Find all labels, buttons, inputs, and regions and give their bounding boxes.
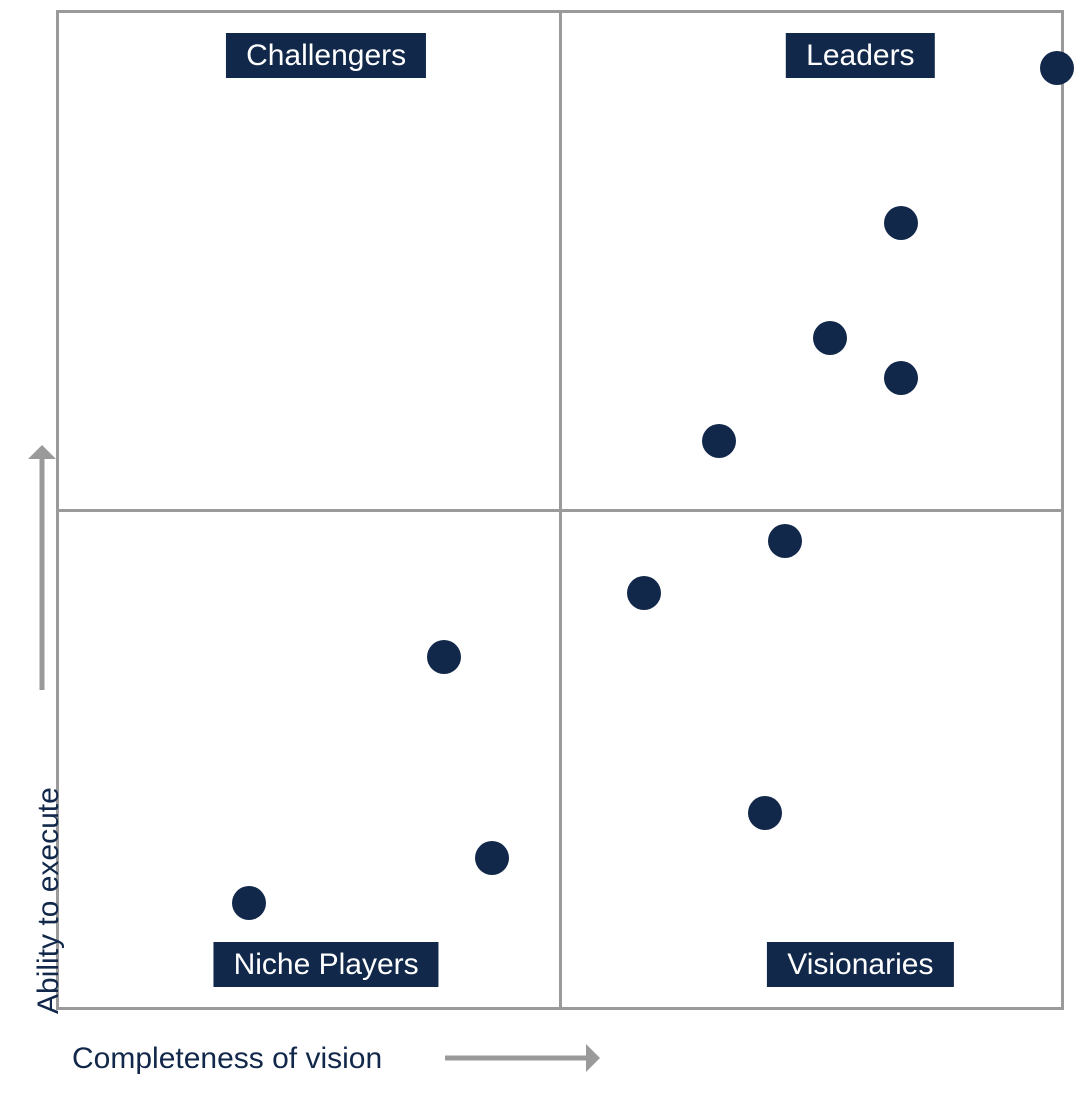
data-point [884, 206, 918, 240]
quadrant-label-niche-players: Niche Players [214, 942, 439, 987]
quadrant-label-challengers: Challengers [226, 33, 426, 78]
y-axis-label: Ability to execute [32, 787, 66, 1014]
y-axis-arrow-icon [28, 445, 56, 690]
quadrant-label-leaders: Leaders [786, 33, 934, 78]
data-point [748, 796, 782, 830]
data-point [702, 424, 736, 458]
data-point [1040, 51, 1074, 85]
data-point [813, 321, 847, 355]
horizontal-divider [59, 509, 1061, 512]
data-point [627, 576, 661, 610]
quadrant-label-visionaries: Visionaries [767, 942, 953, 987]
x-axis-arrow-icon [445, 1044, 600, 1072]
data-point [768, 524, 802, 558]
data-point [232, 886, 266, 920]
data-point [884, 361, 918, 395]
quadrant-chart: Challengers Leaders Niche Players Vision… [0, 0, 1084, 1098]
data-point [475, 841, 509, 875]
plot-area: Challengers Leaders Niche Players Vision… [56, 10, 1064, 1010]
data-point [427, 640, 461, 674]
x-axis-label: Completeness of vision [72, 1042, 382, 1076]
